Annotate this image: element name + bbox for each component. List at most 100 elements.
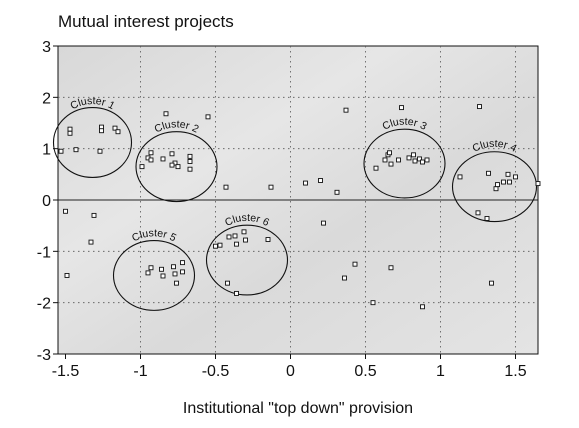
data-point xyxy=(406,155,412,161)
y-tick-label: -2 xyxy=(37,296,51,313)
cluster-circle xyxy=(52,107,133,178)
cluster-label: Cluster 1 xyxy=(69,95,117,112)
data-point xyxy=(484,216,490,221)
data-point xyxy=(493,186,499,192)
data-point xyxy=(241,229,247,235)
data-point xyxy=(420,159,425,165)
data-point xyxy=(171,264,176,270)
data-point xyxy=(417,156,422,162)
data-point xyxy=(495,182,500,188)
data-point xyxy=(169,162,175,168)
y-axis-ticks: -3 -2 -1 0 1 2 3 xyxy=(37,39,58,364)
data-point xyxy=(223,184,229,190)
cluster-label: Cluster 6 xyxy=(223,212,271,229)
y-tick-label: 1 xyxy=(42,142,51,159)
data-point xyxy=(507,179,512,185)
data-point xyxy=(99,128,104,134)
data-point xyxy=(187,166,193,172)
cluster-label: Cluster 3 xyxy=(381,116,429,133)
data-point xyxy=(342,275,347,281)
chart-title: Mutual interest projects xyxy=(58,12,234,31)
data-point xyxy=(217,242,223,248)
data-point xyxy=(457,174,463,180)
y-tick-label: -3 xyxy=(37,347,51,364)
data-point xyxy=(382,157,388,163)
data-point xyxy=(412,158,418,164)
data-point xyxy=(172,271,178,277)
x-tick-label: 1.5 xyxy=(504,363,526,380)
data-point xyxy=(370,300,376,306)
data-point xyxy=(160,156,166,162)
data-point xyxy=(396,157,401,163)
data-point xyxy=(475,210,481,216)
x-tick-label: -1 xyxy=(133,363,147,380)
data-point xyxy=(388,265,394,271)
data-point xyxy=(115,129,121,135)
data-point xyxy=(489,280,494,286)
data-point xyxy=(145,270,151,276)
y-tick-label: 3 xyxy=(42,39,51,56)
data-point xyxy=(411,152,416,158)
data-point xyxy=(234,241,239,247)
data-point xyxy=(73,147,79,153)
data-point xyxy=(160,273,166,279)
data-point xyxy=(303,180,308,186)
y-tick-label: 0 xyxy=(42,193,51,210)
data-point xyxy=(388,161,394,167)
data-point xyxy=(225,280,230,286)
cluster-label: Cluster 4 xyxy=(471,138,519,155)
data-point xyxy=(424,157,430,163)
x-tick-label: 1 xyxy=(436,363,445,380)
data-point xyxy=(187,159,193,164)
data-point xyxy=(67,130,73,136)
data-point xyxy=(477,104,482,110)
data-point xyxy=(268,184,274,190)
data-point xyxy=(112,125,118,131)
cluster-circle xyxy=(363,128,446,199)
data-point xyxy=(88,239,94,245)
x-tick-label: 0 xyxy=(286,363,295,380)
data-point xyxy=(373,165,379,171)
data-point xyxy=(321,220,326,226)
data-point xyxy=(318,178,323,183)
data-point xyxy=(67,126,73,132)
data-point xyxy=(97,148,103,154)
cluster-circle xyxy=(451,151,538,223)
data-point xyxy=(399,105,404,111)
data-point xyxy=(501,179,506,185)
data-point xyxy=(148,157,154,163)
data-point xyxy=(169,151,175,157)
data-point xyxy=(64,273,70,278)
gridlines xyxy=(58,46,538,354)
data-points xyxy=(58,104,541,310)
x-tick-label: 0.5 xyxy=(354,363,376,380)
data-point xyxy=(513,174,518,180)
cluster-label: Cluster 5 xyxy=(130,227,178,244)
data-point xyxy=(213,243,218,249)
cluster-circle xyxy=(112,240,196,311)
data-point xyxy=(58,148,64,154)
y-tick-label: -1 xyxy=(37,244,51,261)
cluster-circle xyxy=(135,131,218,203)
data-point xyxy=(234,290,239,296)
data-point xyxy=(180,260,185,266)
data-point xyxy=(205,114,211,120)
data-point xyxy=(387,150,392,156)
data-point xyxy=(505,171,511,177)
cluster-circle xyxy=(205,224,289,296)
data-point xyxy=(232,233,238,239)
cluster-label: Cluster 2 xyxy=(153,118,201,135)
data-point xyxy=(187,153,193,159)
data-point xyxy=(175,164,181,170)
data-point xyxy=(174,280,179,286)
x-axis-ticks: -1.5 -1 -0.5 0 0.5 1 1.5 xyxy=(52,354,527,380)
data-point xyxy=(139,164,145,170)
x-tick-label: -1.5 xyxy=(52,363,80,380)
data-point xyxy=(343,107,349,113)
data-point xyxy=(243,237,248,243)
data-point xyxy=(63,208,68,214)
data-point xyxy=(148,265,154,271)
data-point xyxy=(226,234,232,240)
data-point xyxy=(265,237,271,242)
